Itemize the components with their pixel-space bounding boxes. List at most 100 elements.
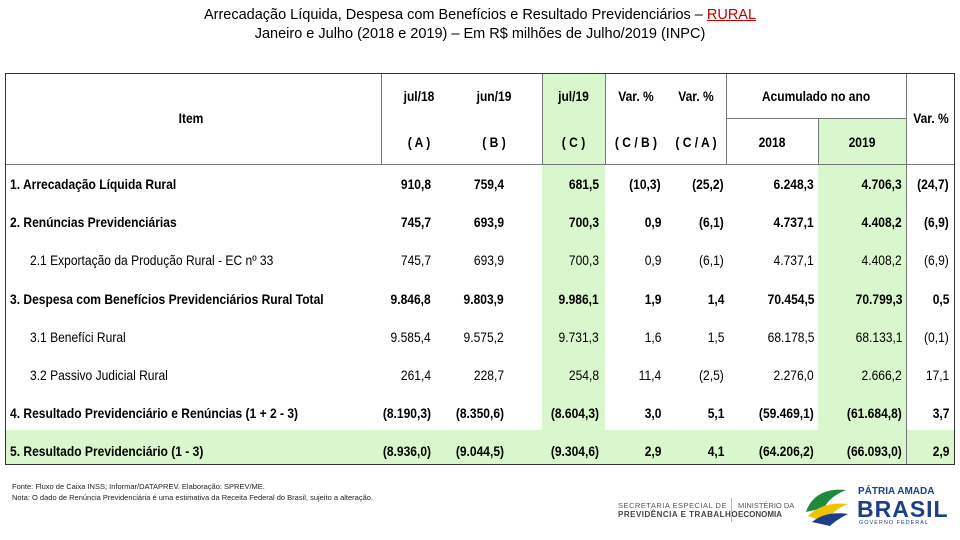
row-value: (24,7) bbox=[917, 176, 949, 192]
row-label: 1. Arrecadação Líquida Rural bbox=[10, 176, 177, 192]
row-value: 0,5 bbox=[932, 290, 949, 307]
row-value: (8.350,6) bbox=[455, 405, 504, 422]
row-value: 5,1 bbox=[707, 405, 724, 422]
footer-note: Nota: O dado de Renúncia Previdenciária … bbox=[12, 493, 374, 502]
header-jul19: jul/19 bbox=[558, 88, 589, 104]
row-value: 1,4 bbox=[707, 290, 724, 307]
row-value: 3,0 bbox=[644, 405, 661, 422]
row-value: (8.936,0) bbox=[382, 443, 431, 460]
divider-var bbox=[906, 74, 907, 464]
row-value: (61.684,8) bbox=[847, 405, 902, 422]
row-value: (6,1) bbox=[699, 252, 724, 269]
row-value: 745,7 bbox=[400, 214, 431, 231]
jul19-column-highlight bbox=[542, 74, 605, 464]
row-value: 228,7 bbox=[473, 367, 504, 383]
brasil-line2: BRASIL bbox=[857, 496, 949, 522]
row-value: 261,4 bbox=[400, 367, 431, 383]
row-value: 6.248,3 bbox=[773, 176, 814, 192]
row-value: 9.986,1 bbox=[558, 290, 599, 307]
row-value: (8.190,3) bbox=[382, 405, 431, 422]
row-value: 9.585,4 bbox=[390, 328, 431, 345]
brasil-line1: PÁTRIA AMADA bbox=[858, 486, 935, 497]
row-value: 1,5 bbox=[707, 328, 724, 345]
header-ca: ( C / A ) bbox=[675, 134, 717, 150]
header-item: Item bbox=[178, 110, 204, 126]
row-label: 2. Renúncias Previdenciárias bbox=[10, 214, 177, 231]
header-jul18: jul/18 bbox=[403, 88, 435, 104]
row-value: 4.737,1 bbox=[773, 252, 814, 269]
row-value: 68.133,1 bbox=[855, 328, 902, 345]
row-value: 2,9 bbox=[644, 443, 661, 460]
row-value: 4.706,3 bbox=[861, 176, 902, 192]
footer-source: Fonte: Fluxo de Caixa INSS; Informar/DAT… bbox=[12, 482, 265, 491]
row-value: 9.803,9 bbox=[463, 290, 504, 307]
row-value: 70.454,5 bbox=[767, 290, 814, 307]
row-label: 3. Despesa com Benefícios Previdenciário… bbox=[10, 290, 324, 307]
ministerio-line1: MINISTÉRIO DA bbox=[738, 501, 795, 510]
row-value: 4,1 bbox=[707, 443, 724, 460]
row-label: 2.1 Exportação da Produção Rural - EC nº… bbox=[30, 252, 274, 269]
row-value: 254,8 bbox=[568, 367, 599, 383]
row-label: 5. Resultado Previdenciário (1 - 3) bbox=[10, 443, 204, 460]
header-b: ( B ) bbox=[482, 134, 506, 150]
row-value: 2.276,0 bbox=[773, 367, 814, 383]
title-rural: RURAL bbox=[706, 7, 757, 23]
divider-logo bbox=[731, 498, 732, 522]
row-value: 1,9 bbox=[644, 290, 661, 307]
row-value: 9.731,3 bbox=[558, 328, 599, 345]
row-value: 4.408,2 bbox=[861, 252, 902, 269]
last-row-highlight bbox=[6, 430, 954, 464]
divider-item bbox=[381, 74, 382, 164]
divider-jul19-right bbox=[605, 74, 606, 164]
ministerio-line2: ECONOMIA bbox=[738, 510, 782, 519]
title-prefix: Arrecadação Líquida, Despesa com Benefíc… bbox=[203, 7, 707, 23]
header-a: ( A ) bbox=[407, 134, 431, 150]
row-value: 2,9 bbox=[932, 443, 949, 460]
row-value: 11,4 bbox=[638, 367, 661, 383]
row-value: 700,3 bbox=[568, 214, 599, 231]
header-var-cb: Var. % bbox=[618, 88, 654, 104]
row-value: (8.604,3) bbox=[550, 405, 599, 422]
row-label: 3.2 Passivo Judicial Rural bbox=[30, 367, 168, 383]
header-acumulado: Acumulado no ano bbox=[761, 88, 871, 104]
divider-acumulado bbox=[726, 74, 727, 164]
row-value: 4.737,1 bbox=[773, 214, 814, 231]
row-value: 9.575,2 bbox=[463, 328, 504, 345]
header-cb: ( C / B ) bbox=[614, 134, 658, 150]
header-c: ( C ) bbox=[561, 134, 586, 150]
secretaria-line1: SECRETARIA ESPECIAL DE bbox=[618, 501, 727, 510]
row-value: 693,9 bbox=[473, 214, 504, 231]
row-value: 2.666,2 bbox=[861, 367, 902, 383]
row-value: (9.044,5) bbox=[455, 443, 504, 460]
row-value: (2,5) bbox=[699, 367, 724, 383]
data-table: Item jul/18 jun/19 jul/19 Var. % Var. % … bbox=[5, 73, 955, 465]
row-value: 4.408,2 bbox=[861, 214, 902, 231]
row-value: (25,2) bbox=[692, 176, 724, 192]
header-2018: 2018 bbox=[758, 134, 786, 150]
row-value: 745,7 bbox=[400, 252, 431, 269]
row-value: 700,3 bbox=[568, 252, 599, 269]
header-jun19: jun/19 bbox=[476, 88, 512, 104]
secretaria-line2: PREVIDÊNCIA E TRABALHO bbox=[618, 510, 739, 519]
row-value: 17,1 bbox=[925, 367, 949, 383]
header-divider-mid bbox=[726, 118, 906, 119]
page-subtitle: Janeiro e Julho (2018 e 2019) – Em R$ mi… bbox=[254, 26, 706, 42]
page-title-line1: Arrecadação Líquida, Despesa com Benefíc… bbox=[0, 6, 960, 25]
header-divider-bottom bbox=[6, 164, 954, 165]
row-value: (10,3) bbox=[629, 176, 661, 192]
header-var-accum: Var. % bbox=[913, 110, 949, 126]
divider-jul19-left bbox=[542, 74, 543, 164]
row-value: 68.178,5 bbox=[767, 328, 814, 345]
row-value: (0,1) bbox=[924, 328, 949, 345]
row-value: (6,1) bbox=[699, 214, 724, 231]
header-2019: 2019 bbox=[848, 134, 876, 150]
divider-2019 bbox=[818, 118, 819, 164]
row-value: (66.093,0) bbox=[847, 443, 902, 460]
row-value: 0,9 bbox=[644, 214, 661, 231]
row-value: (6,9) bbox=[924, 214, 949, 231]
row-value: (59.469,1) bbox=[759, 405, 814, 422]
2019-column-highlight bbox=[818, 118, 906, 464]
row-label: 4. Resultado Previdenciário e Renúncias … bbox=[10, 405, 299, 422]
row-value: (9.304,6) bbox=[550, 443, 599, 460]
row-value: 70.799,3 bbox=[855, 290, 902, 307]
